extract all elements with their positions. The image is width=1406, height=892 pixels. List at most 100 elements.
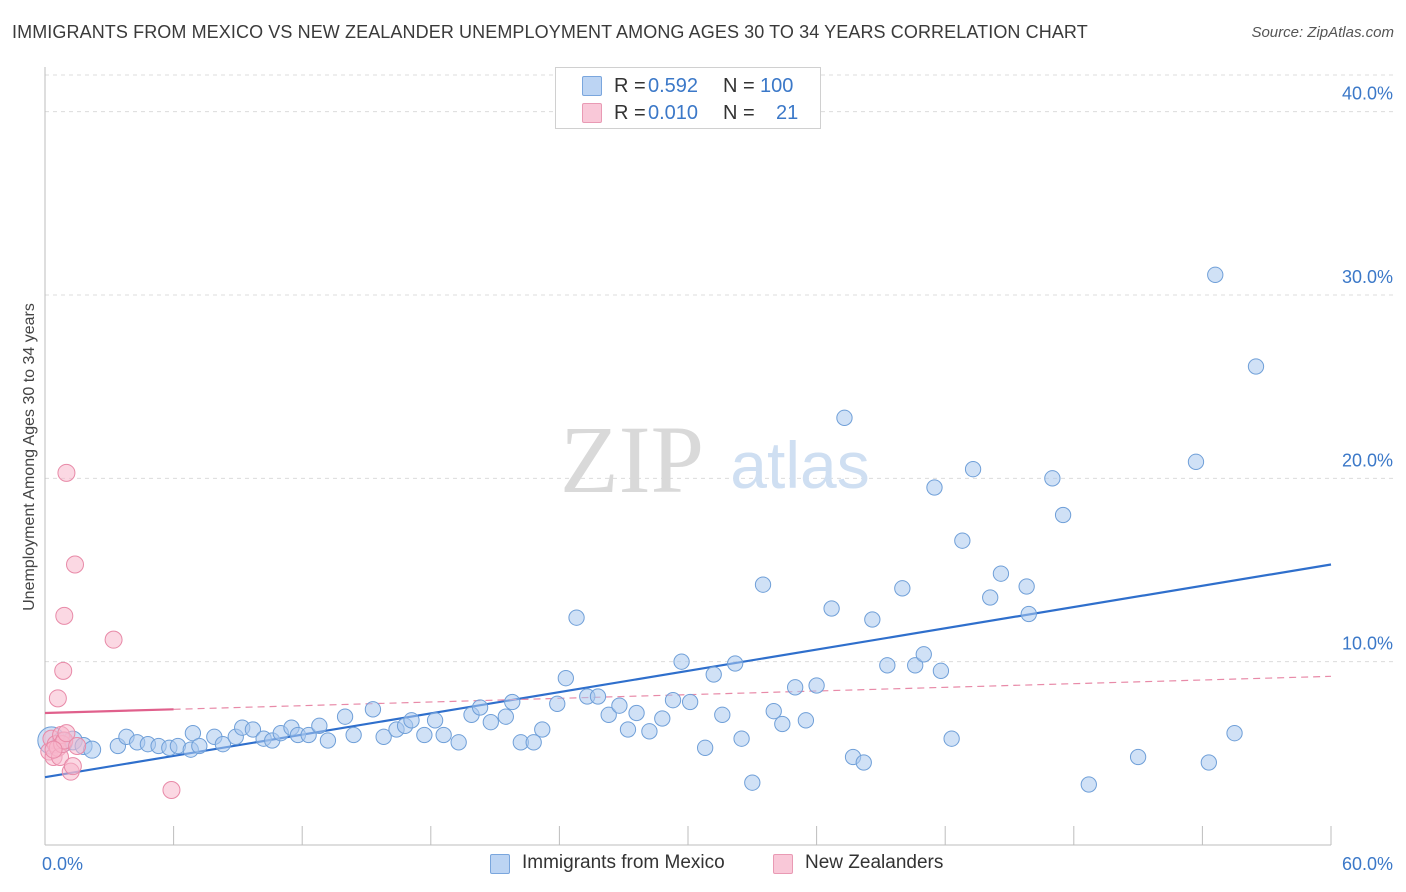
data-point-mexico [915,646,932,663]
data-point-mexico [403,712,420,729]
legend-r-value: 0.010 [648,101,699,124]
data-point-mexico [1200,754,1217,771]
legend-n-label: N = [723,74,755,97]
data-point-mexico [311,717,328,734]
data-point-mexico [823,600,840,617]
legend-r-value: 0.592 [648,74,699,97]
data-point-nz [44,740,63,759]
data-point-mexico [673,653,690,670]
data-point-mexico [416,726,433,744]
data-point-nz [63,757,82,776]
data-point-mexico [300,726,317,744]
data-point-mexico [589,688,607,705]
legend-n-value: 21 [776,101,799,124]
data-point-mexico [964,461,982,478]
data-point-mexico [568,609,585,626]
source-attribution: Source: ZipAtlas.com [1251,24,1394,41]
trend-lines [44,563,1332,779]
data-point-nz [104,630,123,649]
grid-lines [45,74,1393,663]
data-point-mexico [982,589,999,606]
data-points [37,266,1265,799]
legend-r-label: R = [614,74,646,97]
data-point-mexico [549,695,566,712]
data-point-nz [68,737,87,755]
data-point-mexico [244,721,262,738]
data-point-mexico [619,721,637,738]
y-tick-label: 30.0% [1342,267,1393,287]
data-point-mexico [345,726,362,744]
data-point-mexico [744,774,761,791]
legend-swatch-nz [582,103,602,123]
data-point-mexico [926,479,943,496]
data-point-mexico [482,714,499,731]
data-point-mexico [497,708,514,725]
trend-line-extension [173,675,1332,710]
data-point-mexico [1054,506,1072,524]
data-point-nz [54,661,73,680]
data-point-mexico [654,710,671,727]
legend-r-label: R = [614,101,646,124]
data-point-mexico [774,715,791,733]
data-point-mexico [787,679,804,696]
data-point-mexico [557,670,574,687]
data-point-mexico [1018,578,1035,595]
x-tick-label-min: 0.0% [42,854,83,874]
legend-n-label: N = [723,101,755,124]
legend-n-value: 100 [760,74,794,97]
data-point-nz [162,781,181,799]
data-point-mexico [191,737,208,755]
data-point-mexico [214,736,232,753]
data-point-mexico [696,739,714,756]
data-point-mexico [705,666,722,683]
data-point-mexico [855,754,872,771]
y-tick-label: 40.0% [1342,84,1393,104]
data-point-mexico [471,699,489,716]
trend-line-nz [44,708,174,715]
watermark: ZIP atlas [560,406,870,513]
data-point-mexico [1207,266,1224,283]
data-point-nz [57,463,76,482]
data-point-mexico [754,576,772,593]
data-point-mexico [426,712,444,729]
data-point-mexico [864,611,881,628]
data-point-mexico [534,721,551,738]
data-point-mexico [1044,470,1061,487]
watermark-atlas: atlas [730,428,869,502]
data-point-mexico [954,532,971,549]
data-point-mexico [364,701,382,718]
data-point-nz [55,606,74,625]
x-tick-label-max: 60.0% [1342,854,1393,874]
data-point-mexico [765,703,782,720]
data-point-mexico [727,655,744,672]
data-point-mexico [600,706,617,723]
data-point-mexico [336,708,354,725]
data-point-nz [66,555,85,574]
data-point-mexico [1080,776,1097,793]
data-point-mexico [932,662,950,679]
chart-title: IMMIGRANTS FROM MEXICO VS NEW ZEALANDER … [12,22,1088,42]
watermark-zip: ZIP [560,406,704,513]
data-point-mexico [641,723,658,740]
data-point-mexico [184,725,202,742]
data-point-mexico [879,657,896,674]
legend-swatch-mexico [582,76,602,96]
trend-line-mexico [44,563,1332,779]
data-point-mexico [525,734,542,751]
data-point-mexico [808,677,825,694]
data-point-mexico [943,730,960,747]
data-point-mexico [681,693,699,711]
data-point-mexico [733,730,750,747]
data-point-mexico [375,728,392,745]
data-point-mexico [1020,605,1037,623]
data-point-mexico [1247,358,1265,375]
data-point-mexico [992,565,1010,582]
y-tick-label: 10.0% [1342,634,1393,654]
data-point-mexico [435,726,452,744]
data-point-mexico [714,706,731,723]
correlation-legend: R = 0.592 N = 100 R = 0.010 N = 21 [555,67,821,129]
data-point-mexico [628,704,645,722]
data-point-mexico [1187,453,1205,470]
data-point-mexico [1129,748,1147,766]
